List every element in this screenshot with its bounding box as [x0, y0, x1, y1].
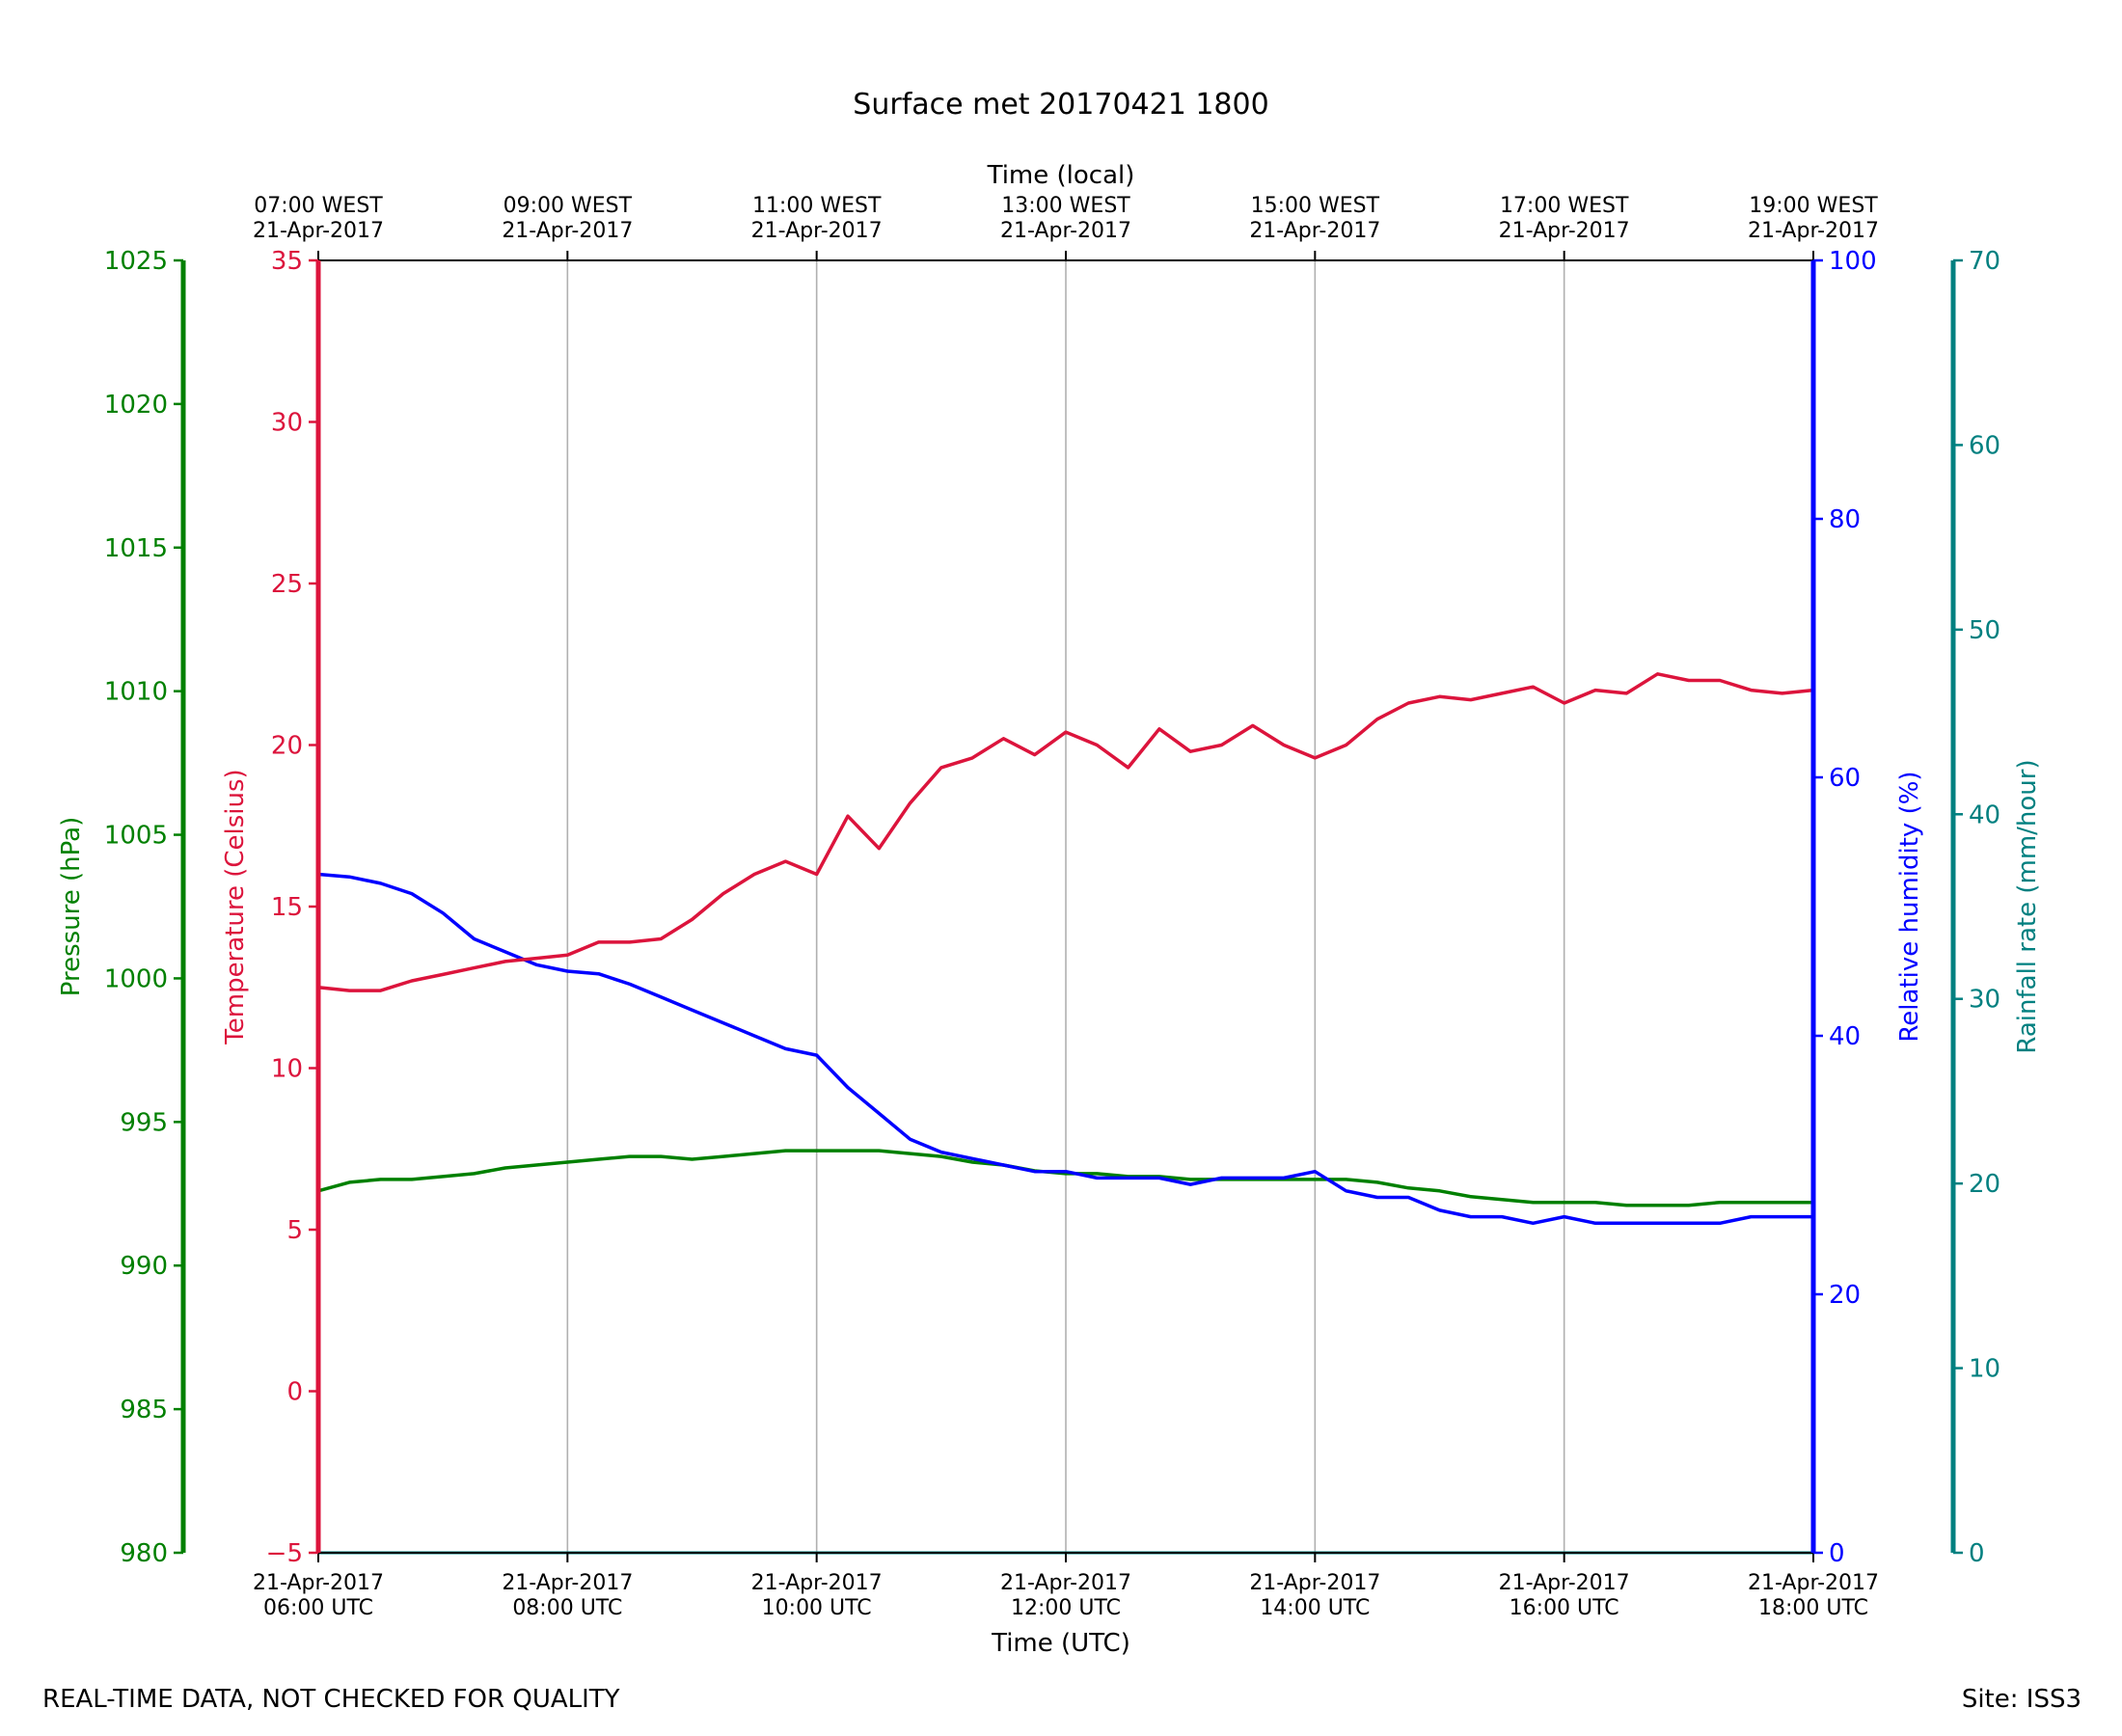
temperature-axis-title: Temperature (Celsius)	[221, 769, 250, 1044]
x-tick-label-bottom-time: 12:00 UTC	[1011, 1596, 1121, 1620]
rainfall-tick-label: 60	[1969, 431, 2000, 460]
humidity-tick-label: 100	[1829, 247, 1877, 276]
temperature-axis: −5 0 5 10 15 20 25 30 35 Temperature (Celsius)	[221, 247, 321, 1568]
x-tick-label-bottom-date: 21-Apr-2017	[502, 1571, 633, 1595]
pressure-tick-label: 1010	[104, 678, 168, 707]
rainfall-tick-label: 0	[1969, 1539, 1985, 1568]
temperature-series-line	[317, 672, 1814, 992]
pressure-series-line	[317, 1149, 1813, 1207]
x-tick-label-top-time: 13:00 WEST	[1001, 194, 1130, 218]
x-axis-bottom-label: Time (UTC)	[991, 1629, 1130, 1658]
grid-lines	[566, 260, 1565, 1553]
temperature-tick-label: −5	[266, 1539, 303, 1568]
x-tick-label-top-time: 17:00 WEST	[1500, 194, 1629, 218]
x-tick-label-top-date: 21-Apr-2017	[1000, 219, 1131, 243]
x-tick-label-bottom-date: 21-Apr-2017	[1748, 1571, 1879, 1595]
temperature-tick-label: 10	[271, 1055, 303, 1084]
temperature-tick-label: 30	[271, 409, 303, 438]
x-tick-label-bottom-time: 06:00 UTC	[263, 1596, 373, 1620]
pressure-tick-label: 985	[120, 1396, 168, 1424]
humidity-tick-label: 80	[1829, 505, 1861, 534]
rainfall-tick-label: 20	[1969, 1170, 2000, 1199]
temperature-tick-label: 0	[286, 1378, 303, 1407]
humidity-tick-label: 20	[1829, 1281, 1861, 1310]
x-tick-label-top-time: 15:00 WEST	[1251, 194, 1380, 218]
x-tick-label-bottom-date: 21-Apr-2017	[253, 1571, 384, 1595]
chart-title: Surface met 20170421 1800	[853, 88, 1268, 122]
temperature-tick-label: 20	[271, 732, 303, 761]
x-tick-label-top-date: 21-Apr-2017	[751, 219, 883, 243]
pressure-tick-label: 995	[120, 1108, 168, 1137]
x-tick-label-bottom-date: 21-Apr-2017	[1499, 1571, 1630, 1595]
rainfall-tick-label: 50	[1969, 616, 2000, 645]
x-tick-label-top-date: 21-Apr-2017	[1249, 219, 1380, 243]
footer-quality-note: REAL-TIME DATA, NOT CHECKED FOR QUALITY	[42, 1685, 620, 1714]
rainfall-tick-label: 10	[1969, 1355, 2000, 1384]
x-tick-label-bottom-time: 18:00 UTC	[1758, 1596, 1868, 1620]
pressure-axis: 980 985 990 995 1000 1005 1010 1015 1020 1025 Pres…	[57, 247, 186, 1568]
pressure-tick-label: 1025	[104, 247, 168, 276]
humidity-tick-label: 40	[1829, 1022, 1861, 1051]
pressure-axis-title: Pressure (hPa)	[57, 817, 86, 997]
x-tick-label-top-time: 07:00 WEST	[254, 194, 383, 218]
pressure-tick-label: 1015	[104, 534, 168, 563]
temperature-tick-label: 35	[271, 247, 303, 276]
pressure-tick-label: 1000	[104, 964, 168, 993]
humidity-tick-label: 0	[1829, 1539, 1845, 1568]
x-tick-label-top-time: 09:00 WEST	[503, 194, 633, 218]
temperature-tick-label: 25	[271, 570, 303, 599]
x-tick-label-top-date: 21-Apr-2017	[1748, 219, 1879, 243]
x-tick-label-bottom-time: 14:00 UTC	[1260, 1596, 1370, 1620]
humidity-tick-label: 60	[1829, 764, 1861, 793]
x-tick-label-bottom-date: 21-Apr-2017	[1249, 1571, 1380, 1595]
x-tick-label-top-date: 21-Apr-2017	[502, 219, 633, 243]
x-tick-label-top-date: 21-Apr-2017	[1499, 219, 1630, 243]
humidity-axis-title: Relative humidity (%)	[1895, 771, 1924, 1042]
x-tick-label-bottom-date: 21-Apr-2017	[751, 1571, 883, 1595]
x-tick-label-top-time: 19:00 WEST	[1749, 194, 1878, 218]
rainfall-axis-title: Rainfall rate (mm/hour)	[2013, 759, 2042, 1053]
x-tick-label-bottom-time: 08:00 UTC	[512, 1596, 622, 1620]
rainfall-axis: 0 10 20 30 40 50 60 70 Rainfall rate (mm/hour)	[1950, 247, 2042, 1568]
rainfall-tick-label: 40	[1969, 800, 2000, 829]
x-tick-label-top-time: 11:00 WEST	[752, 194, 882, 218]
x-axis-top-label: Time (local)	[987, 161, 1135, 190]
pressure-tick-label: 990	[120, 1252, 168, 1281]
rainfall-tick-label: 70	[1969, 247, 2000, 276]
pressure-tick-label: 1005	[104, 822, 168, 851]
x-tick-label-bottom-date: 21-Apr-2017	[1000, 1571, 1131, 1595]
x-tick-label-bottom-time: 16:00 UTC	[1510, 1596, 1619, 1620]
pressure-tick-label: 1020	[104, 391, 168, 420]
humidity-axis: 0 20 40 60 80 100 Relative humidity (%)	[1810, 247, 1924, 1568]
temperature-tick-label: 5	[286, 1216, 303, 1245]
pressure-tick-label: 980	[120, 1539, 168, 1568]
humidity-series-line	[317, 872, 1813, 1226]
x-tick-label-top-date: 21-Apr-2017	[253, 219, 384, 243]
footer-site: Site: ISS3	[1962, 1685, 2081, 1714]
rainfall-tick-label: 30	[1969, 986, 2000, 1015]
temperature-tick-label: 15	[271, 893, 303, 922]
x-tick-label-bottom-time: 10:00 UTC	[762, 1596, 872, 1620]
